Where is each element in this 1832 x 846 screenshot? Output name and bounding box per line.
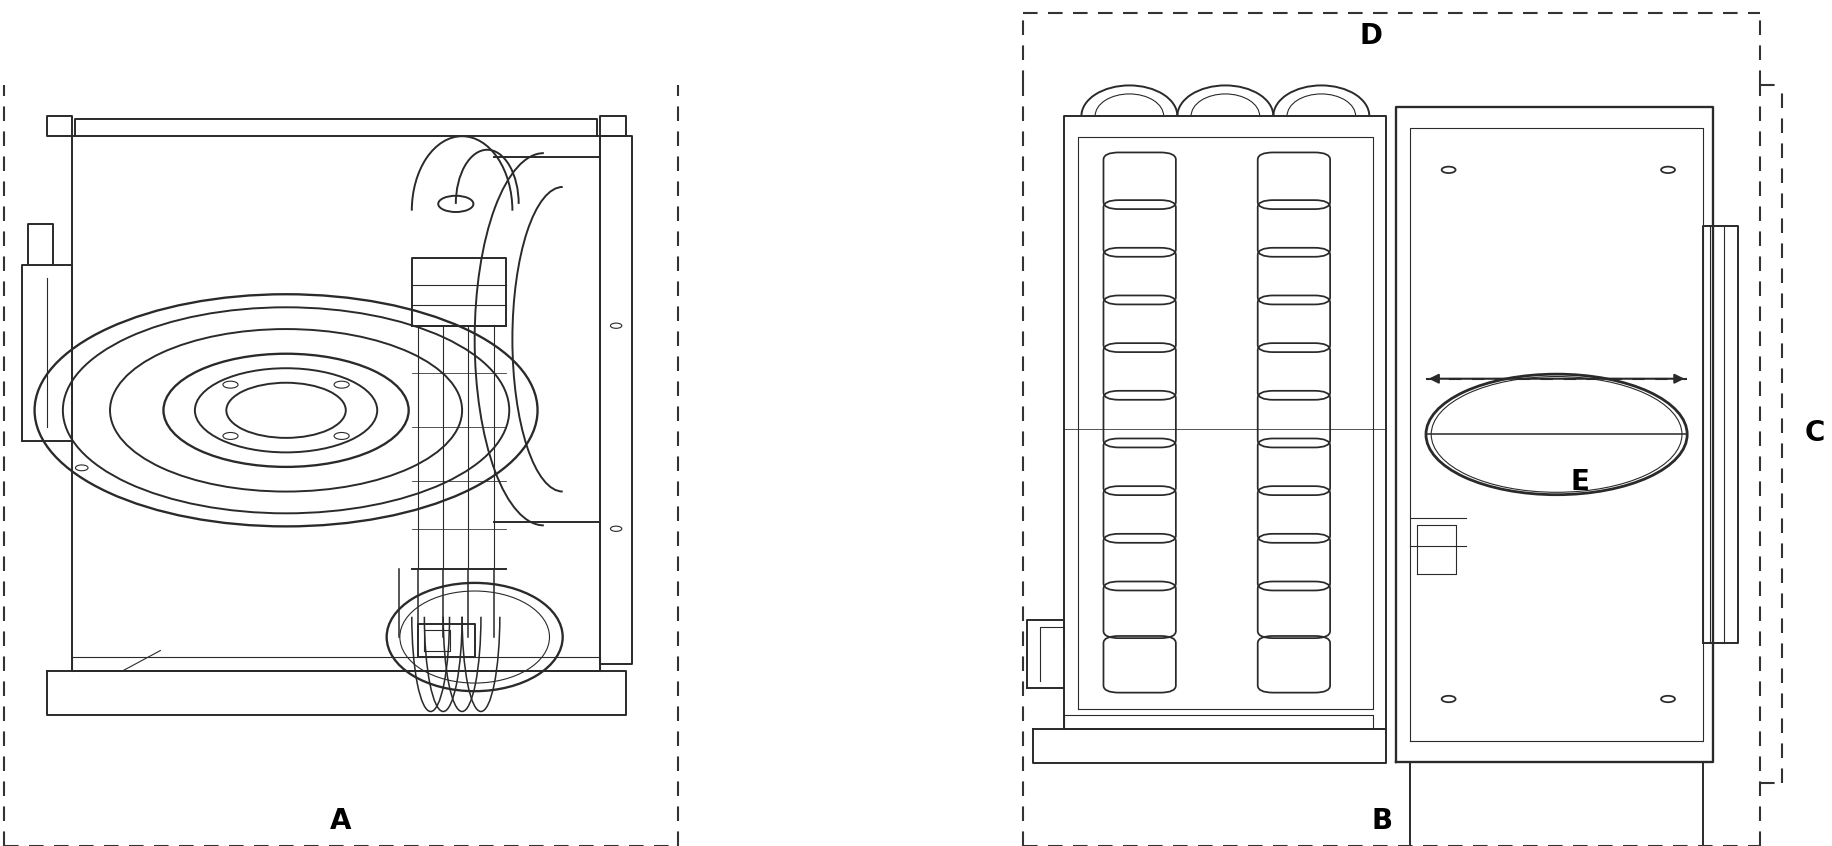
Text: C: C: [1803, 419, 1825, 448]
Text: A: A: [330, 806, 352, 835]
Text: B: B: [1370, 806, 1392, 835]
Text: D: D: [1359, 21, 1381, 50]
Text: E: E: [1570, 468, 1588, 497]
